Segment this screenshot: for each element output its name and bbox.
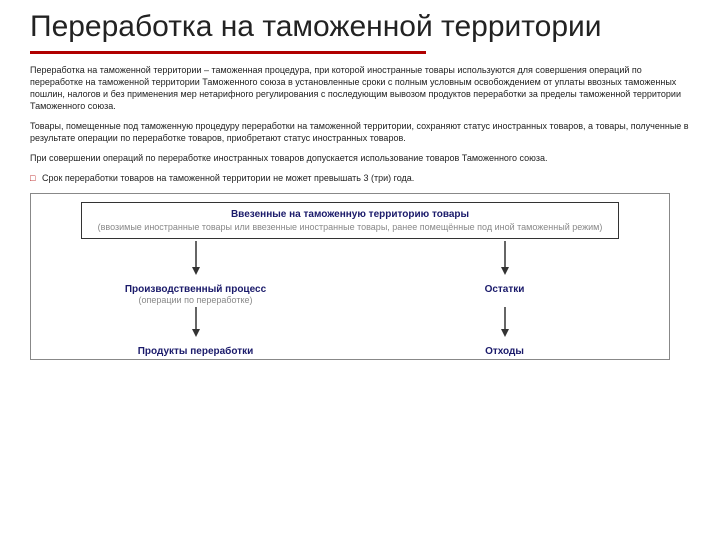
arrow-down-icon [41, 307, 350, 342]
bullet-icon: □ [30, 172, 35, 184]
node-waste: Отходы [350, 346, 659, 357]
node-process-sub: (операции по переработке) [41, 295, 350, 305]
paragraph-1: Переработка на таможенной территории – т… [30, 64, 690, 113]
node-remains-title: Остатки [350, 284, 659, 295]
node-process: Производственный процесс (операции по пе… [41, 284, 350, 305]
node-remains: Остатки [350, 284, 659, 295]
arrow-down-icon [41, 241, 350, 280]
paragraph-4-text: Срок переработки товаров на таможенной т… [42, 173, 414, 183]
paragraph-2: Товары, помещенные под таможенную процед… [30, 120, 690, 144]
node-products-title: Продукты переработки [41, 346, 350, 357]
diagram-row-1: Производственный процесс (операции по пе… [41, 284, 659, 305]
arrow-row-2 [41, 307, 659, 342]
arrow-down-icon [350, 241, 659, 280]
node-products: Продукты переработки [41, 346, 350, 357]
top-box-title: Ввезенные на таможенную территорию товар… [90, 209, 610, 220]
paragraph-3: При совершении операций по переработке и… [30, 152, 690, 164]
diagram-row-2: Продукты переработки Отходы [41, 346, 659, 357]
node-waste-title: Отходы [350, 346, 659, 357]
page-title: Переработка на таможенной территории [30, 10, 690, 45]
arrow-row-1 [41, 241, 659, 280]
top-box-subtitle: (ввозимые иностранные товары или ввезенн… [90, 222, 610, 233]
paragraph-4: □ Срок переработки товаров на таможенной… [30, 172, 690, 184]
flow-diagram: Ввезенные на таможенную территорию товар… [30, 193, 670, 361]
title-underline [30, 51, 426, 54]
arrow-down-icon [350, 307, 659, 342]
node-process-title: Производственный процесс [41, 284, 350, 295]
diagram-top-box: Ввезенные на таможенную территорию товар… [81, 202, 619, 240]
